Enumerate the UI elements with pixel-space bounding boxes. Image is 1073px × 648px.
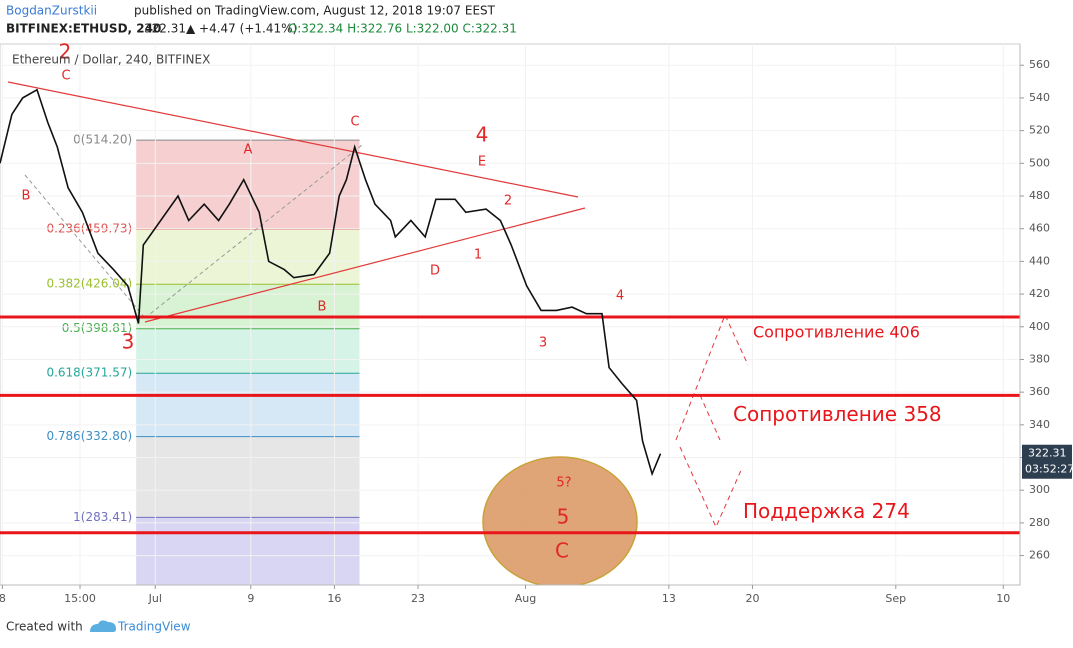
trendline (7, 81, 579, 198)
fib-group: 0(514.20)0.236(459.73)0.382(426.04)0.5(3… (46, 133, 360, 585)
symbol: BITFINEX:ETHUSD, 240 (6, 22, 161, 36)
wave-label: 2 (59, 40, 72, 64)
wave-label: B (318, 300, 327, 315)
price-line (0, 88, 662, 477)
published: published on TradingView.com, August 12,… (134, 4, 496, 18)
y-tick-label: 280 (1029, 516, 1050, 529)
wave-label: 4 (476, 123, 489, 147)
price-tag: 322.31 (1028, 447, 1067, 460)
wave-label: C (350, 115, 359, 130)
footer-created: Created with (6, 620, 83, 634)
y-tick-label: 260 (1029, 549, 1050, 562)
fib-label: 0.618(371.57) (46, 366, 132, 380)
fib-zone (136, 436, 360, 518)
level-label: Сопротивление 406 (753, 322, 920, 341)
fib-zone (136, 140, 360, 230)
fib-trend (144, 144, 363, 319)
fib-label: 1(283.41) (73, 510, 132, 524)
y-tick-label: 540 (1029, 91, 1050, 104)
grid-group (0, 44, 1020, 585)
level-label: Сопротивление 358 (733, 402, 942, 426)
wave-label: B (22, 189, 31, 204)
plot-group: Сопротивление 406 Сопротивление 358 Поддер… (0, 40, 1020, 563)
fib-zone (136, 229, 360, 285)
x-tick-label: 16 (327, 592, 341, 605)
timer: 03:52:27 (1025, 463, 1073, 476)
y-tick-label: 560 (1029, 58, 1050, 71)
fib-zone (136, 517, 360, 585)
fib-label: 0.5(398.81) (62, 321, 132, 335)
footer-brand[interactable]: TradingView (117, 620, 191, 634)
price-tag-box (1022, 444, 1072, 479)
logo[interactable] (90, 620, 116, 632)
y-tick-label: 480 (1029, 189, 1050, 202)
wave-label: 5? (556, 476, 571, 491)
y-tick-label: 340 (1029, 418, 1050, 431)
drawings (7, 81, 749, 588)
y-tick-label: 460 (1029, 222, 1050, 235)
fib-trend (24, 174, 146, 319)
y-tick-label: 360 (1029, 385, 1050, 398)
x-tick-label: 23 (411, 592, 425, 605)
price-axis (1020, 44, 1073, 585)
fib-zone (136, 328, 360, 374)
wave-label: C (555, 539, 569, 563)
level-label: Поддержка 274 (743, 499, 910, 523)
wave-label: 2 (504, 194, 512, 209)
fib-label: 0.786(332.80) (46, 429, 132, 443)
y-tick-label: 300 (1029, 483, 1050, 496)
y-tick-label: 500 (1029, 156, 1050, 169)
wave-label: C (61, 69, 70, 84)
x-tick-label: 15:00 (64, 592, 96, 605)
fib-zone (136, 373, 360, 437)
y-tick-label: 400 (1029, 320, 1050, 333)
wave-label: 5 (557, 505, 570, 529)
x-tick-label: Sep (885, 592, 906, 605)
header-price: 322.31 (144, 22, 186, 36)
x-tick-label: 20 (745, 592, 759, 605)
wave-label: 3 (122, 330, 135, 354)
y-tick-label: 380 (1029, 352, 1050, 365)
chart-title: Ethereum / Dollar, 240, BITFINEX (12, 53, 210, 67)
author[interactable]: BogdanZurstkii (6, 4, 97, 18)
trendline (144, 207, 586, 323)
wave-label: 3 (539, 336, 547, 351)
wave-label: 1 (474, 248, 482, 263)
fib-label: 0(514.20) (73, 133, 132, 147)
y-tick-label: 420 (1029, 287, 1050, 300)
wave-label: D (430, 264, 440, 279)
wave-label: E (478, 155, 486, 170)
y-tick-label: 520 (1029, 124, 1050, 137)
wave-label: 4 (616, 289, 624, 304)
time-axis (0, 585, 1020, 610)
wave-label: A (244, 143, 253, 158)
x-tick-label: 10 (996, 592, 1010, 605)
header-ohlc: O:322.34 H:322.76 L:322.00 C:322.31 (288, 22, 517, 36)
x-tick-label: Aug (515, 592, 536, 605)
y-tick-label: 440 (1029, 254, 1050, 267)
x-tick-label: 8 (0, 592, 6, 605)
x-tick-label: 9 (247, 592, 254, 605)
x-tick-label: Jul (148, 592, 162, 605)
fib-label: 0.382(426.04) (46, 277, 132, 291)
header-change: ▲ +4.47 (+1.41%) (186, 22, 297, 36)
projection (679, 446, 743, 529)
axes-group: 2602803003203403603804004204404604805005… (0, 58, 1073, 605)
x-tick-label: 13 (662, 592, 676, 605)
fib-zone (136, 284, 360, 329)
